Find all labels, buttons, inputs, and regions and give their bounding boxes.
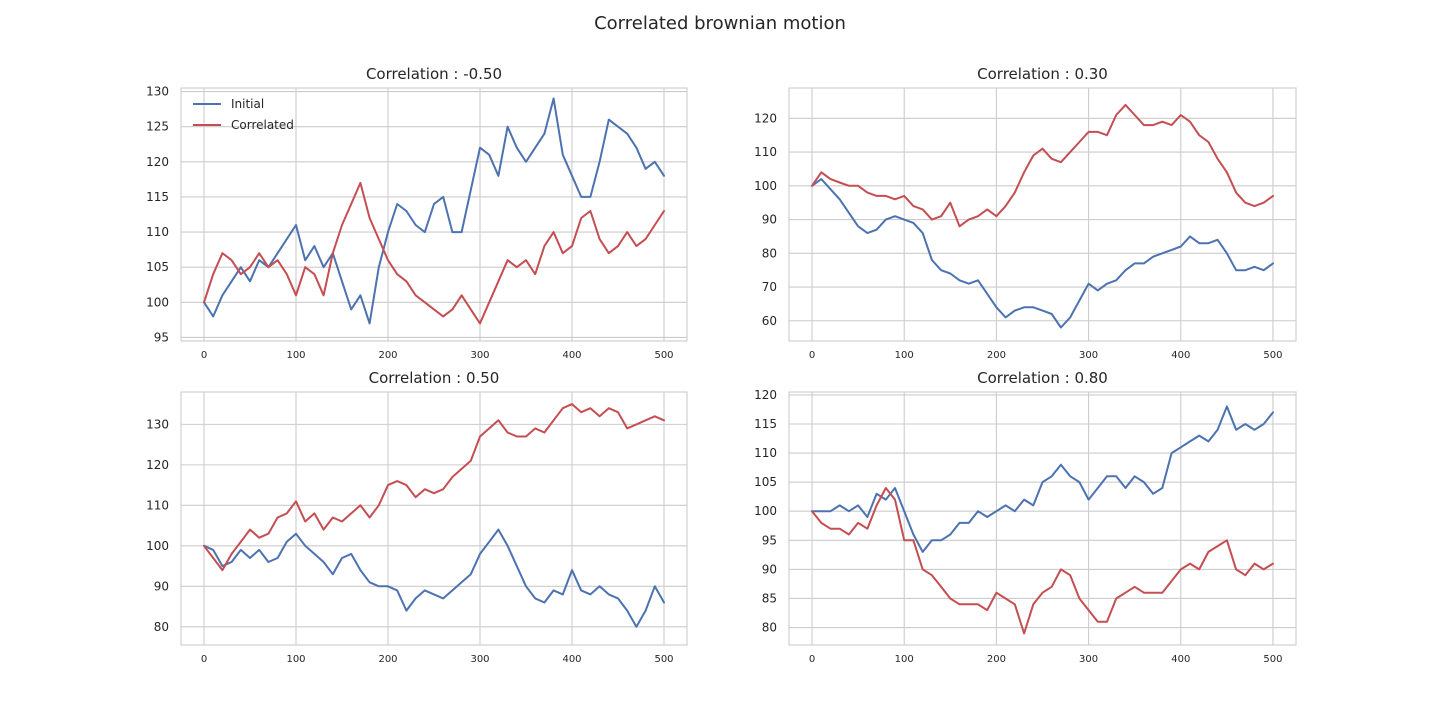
y-tick-label: 85 — [762, 591, 777, 605]
subplot-2: 0 100 200 300 400 500 60 70 80 90 100 110 120 Correla… — [754, 65, 1297, 361]
x-tick-label: 0 — [201, 654, 207, 665]
y-tick-label: 100 — [146, 539, 169, 553]
x-tick-label: 100 — [895, 654, 914, 665]
x-tick-label: 200 — [987, 654, 1006, 665]
x-tick-label: 200 — [378, 654, 397, 665]
y-tick-label: 130 — [146, 417, 169, 431]
y-tick-label: 115 — [146, 190, 169, 204]
subplot-title: Correlation : 0.80 — [977, 369, 1108, 387]
series-line-initial — [203, 528, 665, 628]
x-tick-label: 0 — [809, 350, 815, 361]
series-line-correlated — [203, 403, 665, 572]
y-tick-label: 120 — [754, 388, 777, 402]
y-tick-label: 110 — [146, 498, 169, 512]
y-tick-label: 60 — [762, 314, 777, 328]
legend-label-correlated: Correlated — [231, 118, 294, 132]
legend: Initial Correlated — [193, 97, 294, 132]
subplot-grid: 0 100 200 300 400 500 95 100 105 110 115 120 125 130 C… — [146, 65, 1297, 665]
legend-label-initial: Initial — [231, 97, 264, 111]
x-tick-label: 100 — [286, 350, 305, 361]
x-tick-label: 400 — [562, 350, 581, 361]
subplot-title: Correlation : 0.30 — [977, 65, 1108, 83]
y-tick-label: 110 — [754, 446, 777, 460]
y-tick-label: 115 — [754, 417, 777, 431]
y-tick-label: 80 — [762, 621, 777, 635]
x-tick-label: 500 — [1263, 654, 1282, 665]
x-tick-label: 400 — [1171, 654, 1190, 665]
x-tick-label: 300 — [470, 350, 489, 361]
plot-frame — [788, 87, 1297, 342]
x-tick-label: 500 — [654, 350, 673, 361]
y-tick-label: 100 — [146, 295, 169, 309]
x-tick-label: 500 — [1263, 350, 1282, 361]
y-tick-label: 105 — [754, 475, 777, 489]
y-tick-label: 120 — [146, 458, 169, 472]
y-tick-label: 120 — [146, 155, 169, 169]
x-tick-label: 300 — [470, 654, 489, 665]
subplot-4: 0 100 200 300 400 500 80 85 90 95 100 105 110 115 120 C… — [754, 369, 1297, 665]
figure-suptitle: Correlated brownian motion — [594, 13, 846, 34]
series-line-initial — [811, 178, 1274, 329]
y-tick-label: 80 — [762, 246, 777, 260]
plot-frame — [180, 391, 688, 646]
y-tick-label: 110 — [146, 225, 169, 239]
y-tick-label: 90 — [154, 579, 169, 593]
plot-frame — [788, 391, 1297, 646]
x-tick-label: 300 — [1079, 350, 1098, 361]
series-line-initial — [203, 97, 665, 325]
y-tick-label: 120 — [754, 111, 777, 125]
x-tick-label: 0 — [201, 350, 207, 361]
x-tick-label: 100 — [895, 350, 914, 361]
series-line-initial — [811, 405, 1274, 553]
x-tick-label: 200 — [987, 350, 1006, 361]
y-tick-label: 90 — [762, 213, 777, 227]
x-tick-label: 200 — [378, 350, 397, 361]
y-tick-label: 100 — [754, 504, 777, 518]
series-line-correlated — [203, 181, 665, 325]
y-tick-label: 80 — [154, 620, 169, 634]
x-tick-label: 500 — [654, 654, 673, 665]
y-tick-label: 95 — [762, 533, 777, 547]
x-tick-label: 400 — [562, 654, 581, 665]
y-tick-label: 125 — [146, 120, 169, 134]
subplot-1: 0 100 200 300 400 500 95 100 105 110 115 120 125 130 C… — [146, 65, 688, 361]
plot-frame — [180, 87, 688, 342]
y-tick-label: 95 — [154, 330, 169, 344]
y-tick-label: 105 — [146, 260, 169, 274]
subplot-title: Correlation : -0.50 — [366, 65, 502, 83]
subplot-title: Correlation : 0.50 — [369, 369, 500, 387]
x-tick-label: 300 — [1079, 654, 1098, 665]
y-tick-label: 110 — [754, 145, 777, 159]
x-tick-label: 400 — [1171, 350, 1190, 361]
x-tick-label: 100 — [286, 654, 305, 665]
y-tick-label: 90 — [762, 562, 777, 576]
y-tick-label: 130 — [146, 85, 169, 99]
x-tick-label: 0 — [809, 654, 815, 665]
y-tick-label: 70 — [762, 280, 777, 294]
subplot-3: 0 100 200 300 400 500 80 90 100 110 120 130 Correlat… — [146, 369, 688, 665]
series-line-correlated — [811, 103, 1274, 228]
y-tick-label: 100 — [754, 179, 777, 193]
series-line-correlated — [811, 487, 1274, 635]
